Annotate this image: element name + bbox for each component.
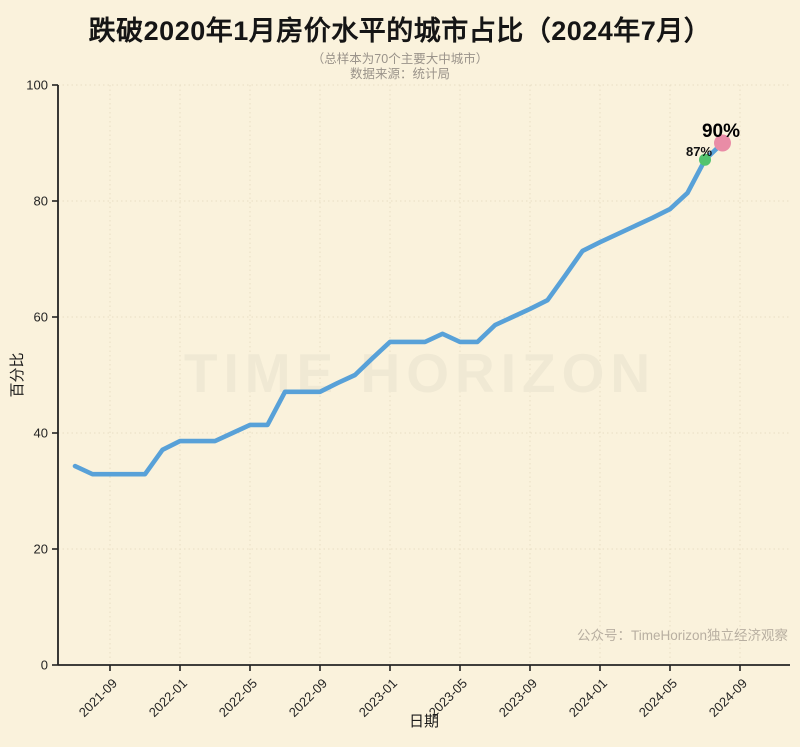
x-tick-label: 2022-01 bbox=[146, 676, 190, 720]
x-tick-label: 2024-05 bbox=[636, 676, 680, 720]
x-tick-label: 2022-09 bbox=[286, 676, 330, 720]
wechat-caption: 公众号：TimeHorizon独立经济观察 bbox=[577, 627, 789, 643]
y-tick-label: 60 bbox=[34, 310, 48, 325]
highlight-markers bbox=[699, 134, 731, 166]
watermark-text: TIME HORIZON bbox=[184, 342, 656, 404]
x-tick-label: 2021-09 bbox=[76, 676, 120, 720]
y-tick-label: 20 bbox=[34, 542, 48, 557]
annotation-90-label: 90% bbox=[702, 121, 740, 142]
x-tick-label: 2023-09 bbox=[496, 676, 540, 720]
chart-source: 数据来源：统计局 bbox=[349, 67, 450, 81]
x-tick-label: 2023-01 bbox=[356, 676, 400, 720]
y-tick-label: 40 bbox=[34, 426, 48, 441]
x-axis-title: 日期 bbox=[409, 713, 439, 730]
price-share-line bbox=[72, 140, 725, 477]
marker-dot-2024-06 bbox=[699, 153, 711, 166]
x-tick-label: 2024-01 bbox=[566, 676, 610, 720]
chart-header: 跌破2020年1月房价水平的城市占比（2024年7月） （总样本为70个主要大中… bbox=[0, 9, 800, 82]
annotation-87-label: 87% bbox=[686, 144, 712, 159]
y-axis-title: 百分比 bbox=[9, 352, 26, 397]
x-tick-label: 2024-09 bbox=[706, 676, 750, 720]
y-tick-label: 100 bbox=[26, 78, 48, 93]
chart-title: 跌破2020年1月房价水平的城市占比（2024年7月） bbox=[88, 16, 712, 46]
x-tick-label: 2022-05 bbox=[216, 676, 260, 720]
y-tick-label: 0 bbox=[41, 658, 48, 673]
chart-subtitle: （总样本为70个主要大中城市） bbox=[311, 52, 489, 66]
marker-dot-2024-07 bbox=[714, 134, 731, 152]
y-tick-label: 80 bbox=[34, 194, 48, 209]
